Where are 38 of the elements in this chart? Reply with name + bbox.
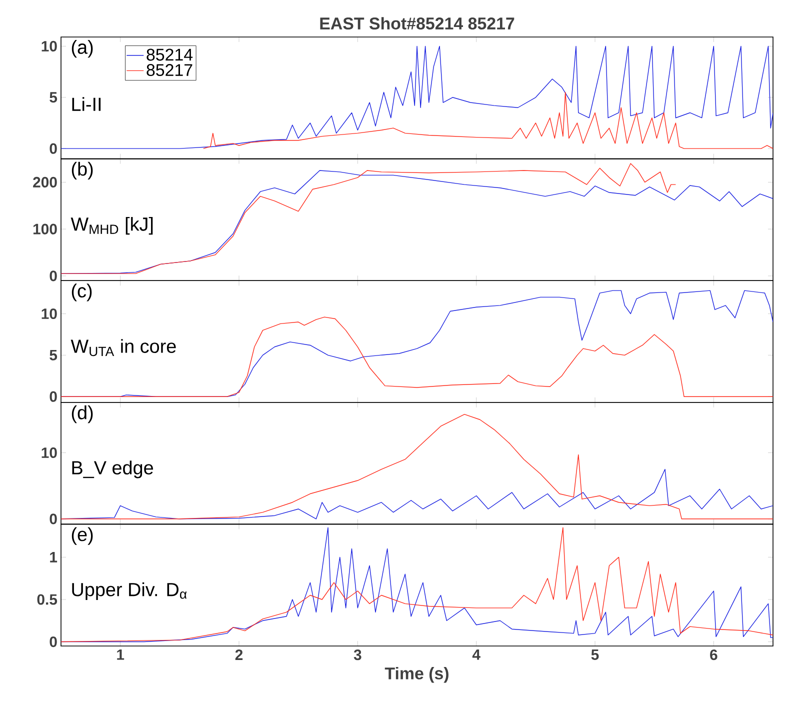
line-series — [61, 163, 676, 274]
legend-label: 85214 — [146, 48, 193, 61]
legend-label: 85217 — [146, 64, 192, 76]
y-tick-label: 200 — [33, 176, 57, 188]
y-tick-label: 0 — [50, 391, 57, 402]
y-tick-label: 0 — [50, 143, 57, 154]
annotation: W$_{UTA}$ in core — [70, 339, 176, 356]
line-series — [61, 316, 774, 397]
chart-title: EAST Shot#85214 85217 — [320, 17, 514, 30]
annotation: Li-II — [72, 97, 101, 111]
x-tick-label: 1 — [117, 650, 124, 660]
annotation: (c) — [72, 284, 92, 302]
y-tick-label: 0 — [50, 514, 57, 524]
y-tick-label: 1 — [50, 552, 58, 562]
y-tick-label: 10 — [42, 308, 57, 320]
x-tick-label: 6 — [710, 650, 718, 660]
x-tick-label: 5 — [591, 650, 599, 660]
y-tick-label: 5 — [50, 92, 58, 103]
annotation: (e) — [72, 527, 93, 545]
y-tick-label: 100 — [33, 224, 57, 234]
line-series — [61, 527, 774, 642]
x-axis-title: Time (s) — [384, 666, 448, 683]
annotation: Upper Div. D$_{α}$ — [72, 582, 187, 600]
x-tick-label: 4 — [472, 650, 480, 660]
y-tick-label: 5 — [50, 350, 58, 360]
y-tick-label: 0 — [50, 636, 57, 648]
annotation: W$_{MHD}$ [kJ] — [70, 216, 153, 235]
annotation: (d) — [72, 405, 93, 424]
x-tick-label: 3 — [354, 650, 362, 660]
annotation: B_V edge — [72, 460, 154, 478]
line-series — [203, 92, 774, 149]
y-tick-label: 10 — [42, 447, 57, 458]
x-tick-label: 2 — [235, 650, 243, 660]
annotation: (b) — [72, 162, 93, 180]
y-tick-label: 0.5 — [37, 594, 58, 605]
annotation: (a) — [72, 40, 93, 58]
y-tick-label: 10 — [42, 40, 57, 52]
y-tick-label: 0 — [50, 270, 57, 282]
